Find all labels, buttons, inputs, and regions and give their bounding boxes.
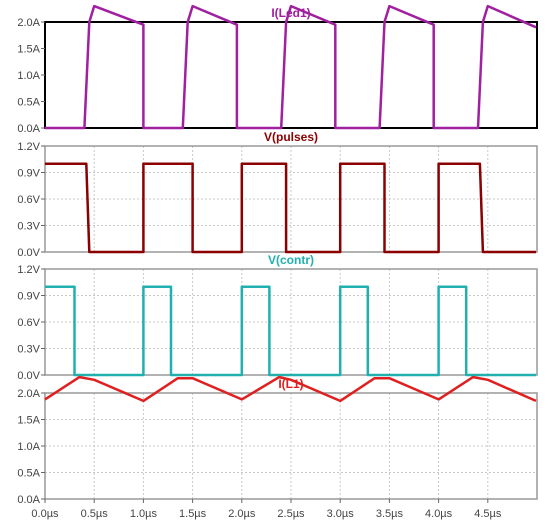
series-line xyxy=(45,4,537,130)
y-tick-label: 0.6V xyxy=(17,194,40,206)
x-tick-label: 4.0µs xyxy=(425,508,453,520)
x-tick-label: 3.5µs xyxy=(376,508,404,520)
y-tick-label: 0.9V xyxy=(17,291,40,303)
panel-title: V(pulses) xyxy=(264,130,318,144)
x-tick-label: 4.5µs xyxy=(474,508,502,520)
y-tick-label: 0.3V xyxy=(17,344,40,356)
x-tick-label: 0.0µs xyxy=(31,508,59,520)
series-line xyxy=(45,162,536,254)
x-tick-label: 2.0µs xyxy=(228,508,256,520)
series-line xyxy=(44,375,537,403)
y-tick-label: 0.0V xyxy=(17,247,40,259)
y-tick-label: 0.0A xyxy=(17,123,40,135)
y-tick-label: 0.5A xyxy=(17,468,40,480)
x-tick-label: 1.5µs xyxy=(179,508,207,520)
panel-title: I(L1) xyxy=(278,377,303,391)
y-tick-label: 1.2V xyxy=(17,141,40,153)
panel-title: V(contr) xyxy=(268,253,314,267)
y-tick-label: 1.5A xyxy=(17,44,40,56)
y-tick-label: 0.6V xyxy=(17,317,40,329)
y-tick-label: 2.0A xyxy=(17,388,40,400)
x-tick-label: 1.0µs xyxy=(130,508,158,520)
x-tick-label: 3.0µs xyxy=(327,508,355,520)
x-tick-label: 0.5µs xyxy=(81,508,109,520)
y-tick-label: 2.0A xyxy=(17,17,40,29)
x-tick-label: 2.5µs xyxy=(277,508,305,520)
y-tick-label: 1.5A xyxy=(17,415,40,427)
y-tick-label: 0.9V xyxy=(17,168,40,180)
y-tick-label: 0.0V xyxy=(17,370,40,382)
panel-frame xyxy=(44,21,538,129)
y-tick-label: 0.0A xyxy=(17,494,40,506)
y-tick-label: 1.0A xyxy=(17,441,40,453)
y-tick-label: 0.3V xyxy=(17,221,40,233)
y-tick-label: 1.2V xyxy=(17,264,40,276)
y-tick-label: 1.0A xyxy=(17,70,40,82)
series-line xyxy=(45,285,536,377)
y-tick-label: 0.5A xyxy=(17,97,40,109)
